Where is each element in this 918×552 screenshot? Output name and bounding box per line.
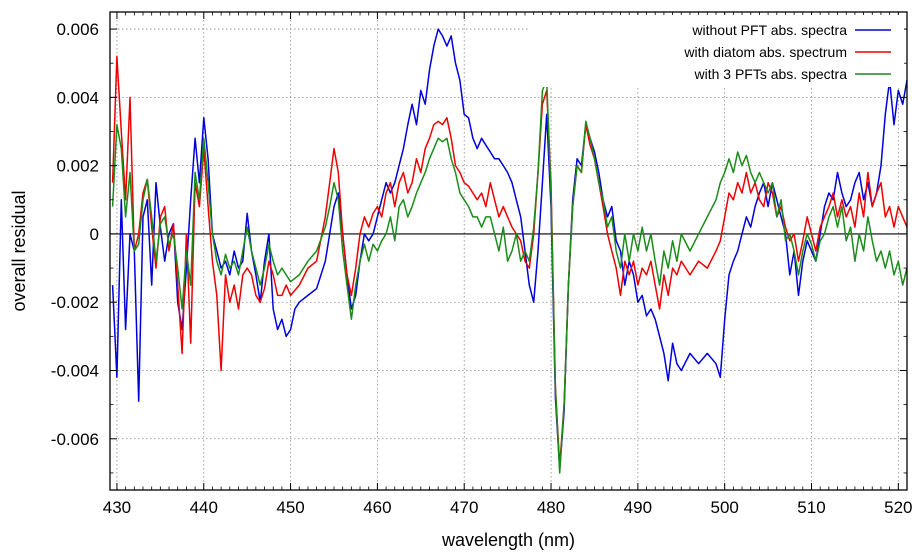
legend-entry-label: with diatom abs. spectrum: [683, 44, 847, 60]
series-line-1: [111, 28, 907, 471]
y-tick-label: -0.004: [51, 362, 99, 381]
y-tick-label: -0.006: [51, 430, 99, 449]
legend: without PFT abs. spectra with diatom abs.…: [530, 15, 904, 87]
series-line-2: [111, 55, 907, 467]
x-tick-label: 480: [537, 498, 565, 517]
tick-layer: 430 440 450 460 470 480 490 500 510 520 0.006 0.004…: [51, 12, 913, 517]
y-tick-label: 0.002: [56, 157, 99, 176]
series-layer: [111, 28, 907, 474]
series-line-3: [111, 79, 907, 474]
x-tick-label: 460: [363, 498, 391, 517]
plot-frame: [109, 11, 908, 491]
y-tick-label: -0.002: [51, 293, 99, 312]
x-tick-label: 450: [276, 498, 304, 517]
legend-entry-label: without PFT abs. spectra: [691, 22, 847, 38]
x-tick-label: 520: [884, 498, 912, 517]
x-tick-label: 470: [450, 498, 478, 517]
x-tick-label: 510: [797, 498, 825, 517]
y-tick-label: 0.004: [56, 88, 99, 107]
x-tick-label: 500: [710, 498, 738, 517]
x-axis-label: wavelength (nm): [441, 530, 575, 550]
legend-background: [530, 15, 904, 87]
x-tick-label: 430: [103, 498, 131, 517]
y-axis-label: overall residual: [9, 190, 29, 311]
y-tick-label: 0.006: [56, 20, 99, 39]
x-tick-label: 440: [190, 498, 218, 517]
legend-entry-label: with 3 PFTs abs. spectra: [693, 66, 847, 82]
y-tick-label: 0: [90, 225, 99, 244]
x-tick-label: 490: [624, 498, 652, 517]
